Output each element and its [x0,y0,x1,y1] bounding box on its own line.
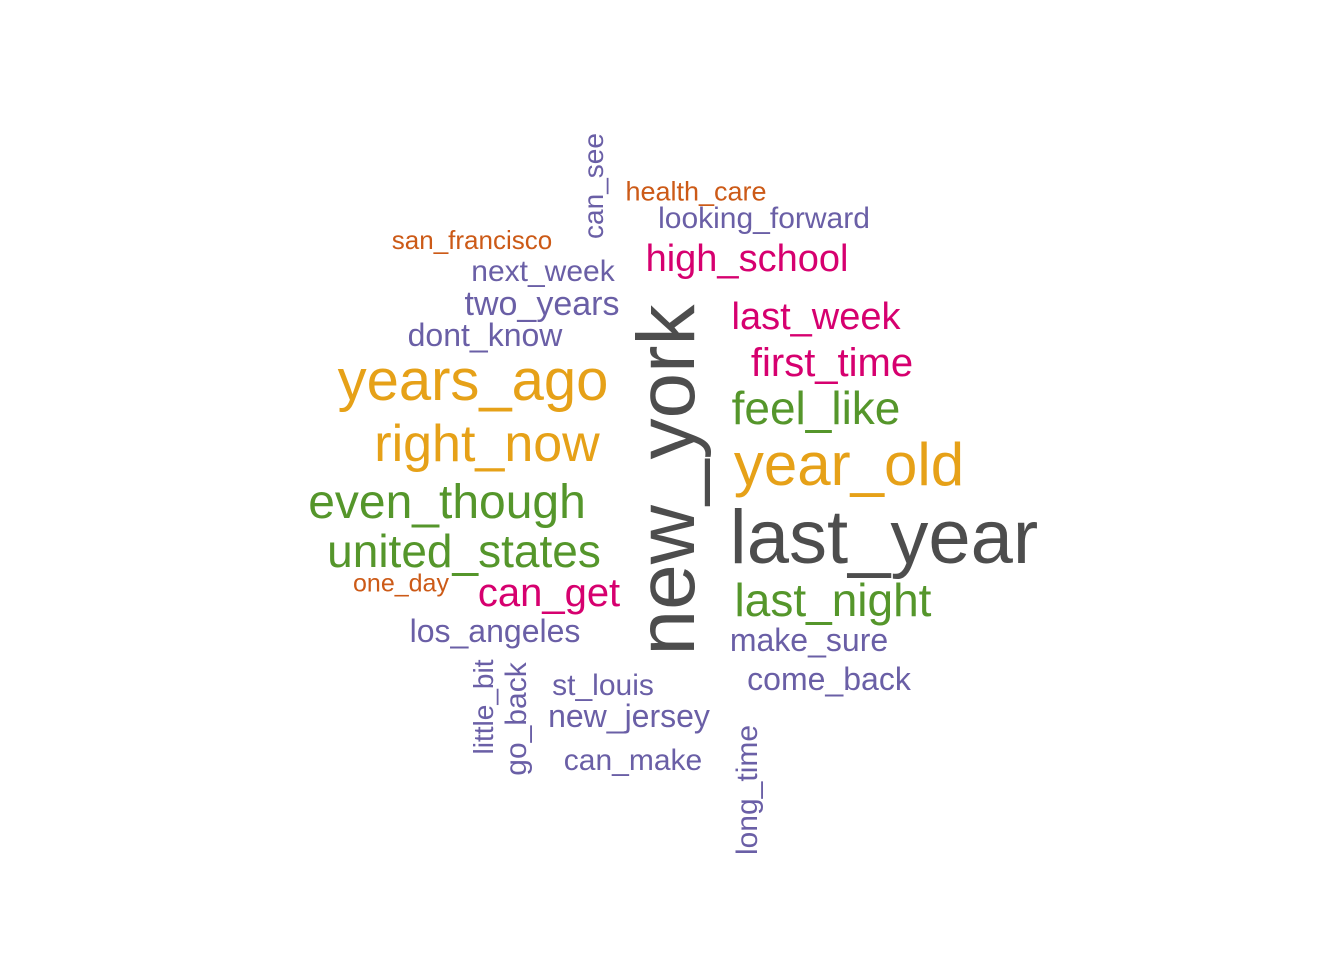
word-looking-forward: looking_forward [658,202,870,235]
word-feel-like: feel_like [731,382,901,434]
word-can-see: can_see [578,133,609,239]
word-come-back: come_back [747,661,911,697]
word-long-time: long_time [731,724,764,856]
word-can-get: can_get [477,571,621,615]
word-little-bit: little_bit [468,659,499,755]
word-new-jersey: new_jersey [548,698,710,734]
word-make-sure: make_sure [729,622,889,658]
word-san-francisco: san_francisco [391,225,553,255]
word-united-states: united_states [327,525,601,577]
word-year-old: year_old [733,431,965,498]
word-go-back: go_back [500,662,533,776]
word-last-week: last_week [731,296,901,338]
word-dont-know: dont_know [407,317,563,353]
word-last-night: last_night [734,574,932,626]
word-one-day: one_day [353,569,449,598]
word-next-week: next_week [471,255,615,288]
word-first-time: first_time [750,341,914,385]
word-st-louis: st_louis [552,669,654,702]
word-health-care: health_care [625,176,767,207]
word-right-now: right_now [374,415,600,473]
word-can-make: can_make [563,744,703,777]
word-years-ago: years_ago [337,348,609,413]
word-high-school: high_school [645,238,849,280]
word-two-years: two_years [464,285,620,323]
word-last-year: last_year [729,495,1039,580]
word-los-angeles: los_angeles [409,613,581,649]
word-even-though: even_though [308,476,586,529]
word-new-york: new_york [621,304,712,656]
